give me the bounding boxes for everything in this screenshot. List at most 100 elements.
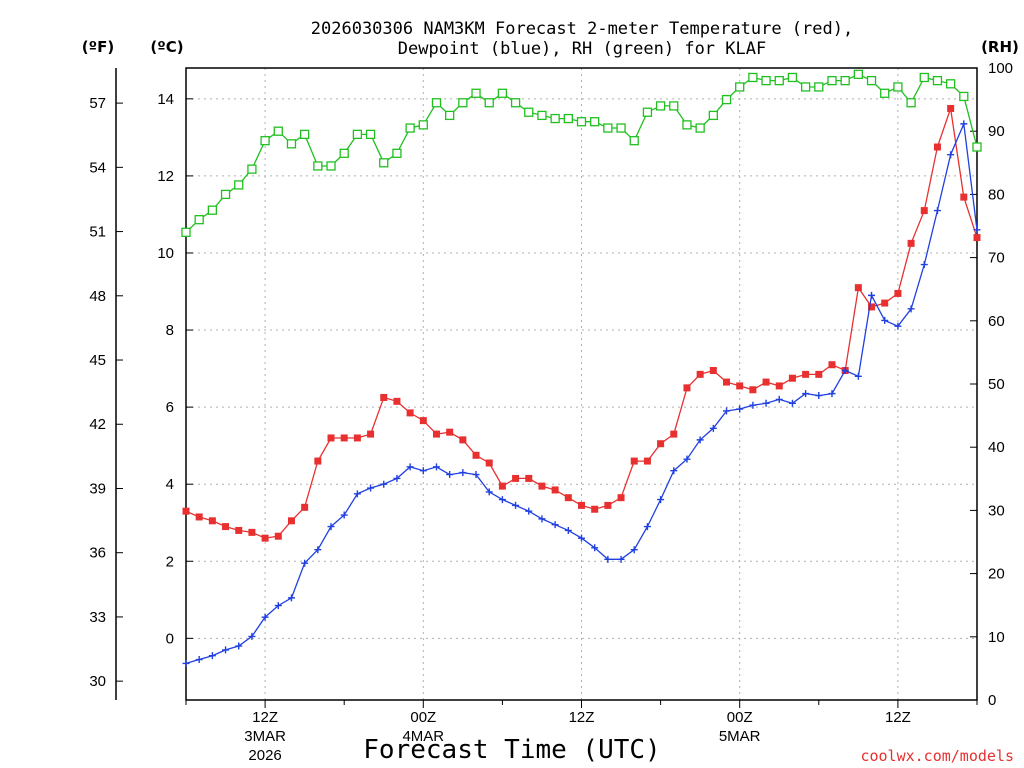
rh-series [181, 69, 982, 237]
dewpoint-point [933, 207, 941, 215]
rh-point [840, 75, 850, 86]
rh-point [800, 82, 811, 92]
dewpoint-point [788, 399, 796, 407]
temperature-point [657, 440, 665, 448]
rh-tick-label: 70 [988, 250, 1005, 267]
temperature-point [498, 482, 506, 490]
rh-point [655, 101, 666, 111]
temperature-line [185, 108, 978, 539]
dewpoint-point [367, 484, 375, 492]
temperature-point [248, 528, 256, 536]
dewpoint-point [802, 390, 810, 398]
rh-point [708, 110, 718, 121]
dewpoint-point [512, 501, 520, 509]
rh-point [484, 98, 494, 108]
dewpoint-point [775, 395, 783, 403]
dewpoint-point [432, 463, 440, 471]
rh-point [299, 129, 310, 140]
temperature-point [828, 361, 836, 369]
dewpoint-point [419, 467, 427, 475]
temperature-point [222, 523, 230, 531]
dewpoint-point [709, 424, 717, 432]
dewpoint-point [525, 507, 533, 515]
dewpoint-point [393, 474, 401, 482]
dewpoint-point [222, 646, 230, 654]
rh-point [379, 158, 389, 168]
rh-point [932, 75, 943, 86]
dewpoint-point [538, 515, 546, 523]
rh-point [392, 148, 402, 158]
rh-point [207, 205, 218, 215]
temperature-point [723, 378, 731, 386]
rh-point [642, 107, 653, 117]
dewpoint-point [907, 305, 915, 313]
x-tick-label: 12Z [252, 709, 278, 726]
x-tick-date-label: 3MAR [244, 728, 286, 745]
x-axis-title: Forecast Time (UTC) [363, 735, 660, 765]
temperature-point [933, 143, 941, 151]
rh-point [695, 123, 705, 133]
rh-point [906, 98, 916, 108]
rh-point [959, 91, 969, 102]
rh-point [339, 148, 349, 158]
temperature-point [406, 409, 414, 417]
rh-point [603, 123, 613, 133]
rh-point [458, 98, 468, 108]
celsius-unit-label: (ºC) [150, 38, 183, 56]
dewpoint-point [578, 534, 585, 542]
temperature-point [340, 434, 348, 442]
temperature-point [432, 430, 440, 438]
celsius-tick-label: 10 [157, 245, 174, 262]
rh-tick-label: 90 [988, 123, 1005, 140]
axes: 30 33 36 39 42 45 48 51 54 57 0 2 4 6 8 10 12 14 0 10 20 30 40… [89, 60, 1013, 764]
dewpoint-point [670, 467, 678, 475]
rh-point [181, 227, 191, 237]
dewpoint-point [182, 659, 190, 667]
rh-tick-label: 60 [988, 313, 1005, 330]
dewpoint-point [195, 656, 203, 664]
temperature-point [815, 370, 823, 378]
rh-point [682, 120, 692, 130]
x-tick-label: 12Z [885, 709, 911, 726]
temperature-point [709, 367, 717, 375]
rh-point [721, 94, 732, 105]
temperature-point [512, 474, 520, 482]
dewpoint-point [314, 546, 322, 554]
temperature-point [578, 501, 585, 509]
dewpoint-point [327, 523, 335, 531]
rh-point [735, 82, 745, 92]
dewpoint-point [947, 151, 955, 159]
dewpoint-point [762, 399, 770, 407]
celsius-tick-label: 2 [166, 553, 174, 570]
rh-point [814, 82, 824, 92]
rh-point [431, 98, 442, 108]
rh-point [524, 107, 534, 117]
temperature-point [551, 486, 559, 494]
dewpoint-point [736, 405, 744, 413]
rh-point [590, 117, 600, 127]
rh-point [669, 101, 679, 111]
temperature-point [920, 207, 928, 215]
celsius-tick-label: 14 [157, 91, 174, 108]
dewpoint-point [340, 511, 348, 519]
fahrenheit-tick-label: 54 [89, 159, 106, 176]
dewpoint-point [406, 463, 414, 471]
temperature-point [630, 457, 638, 465]
dewpoint-point [841, 367, 849, 375]
x-tick-label: 00Z [727, 709, 753, 726]
rh-unit-label: (RH) [981, 38, 1019, 56]
temperature-point [182, 507, 190, 515]
rh-point [787, 72, 798, 83]
celsius-tick-label: 0 [166, 630, 174, 647]
dewpoint-point [960, 120, 968, 128]
temperature-point [604, 501, 612, 509]
rh-point [194, 215, 204, 225]
dewpoint-point [749, 401, 757, 409]
dewpoint-point [459, 469, 467, 477]
dewpoint-point [446, 471, 454, 479]
temperature-point [881, 299, 889, 307]
fahrenheit-tick-label: 48 [89, 288, 106, 305]
fahrenheit-tick-label: 45 [89, 352, 106, 369]
dewpoint-point [920, 261, 928, 269]
rh-point [471, 88, 481, 98]
